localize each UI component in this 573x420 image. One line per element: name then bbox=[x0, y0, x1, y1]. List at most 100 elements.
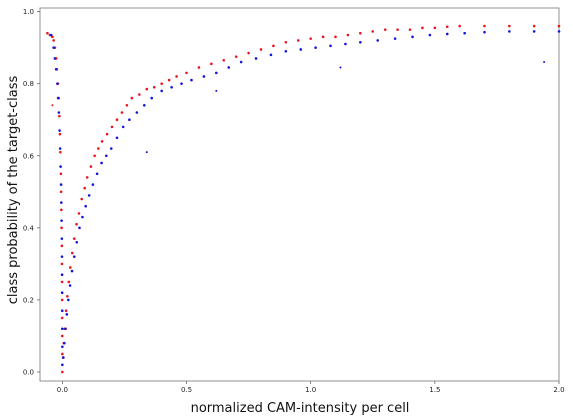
data-point bbox=[61, 370, 64, 374]
data-point bbox=[115, 136, 119, 140]
data-point bbox=[109, 147, 113, 150]
data-point bbox=[60, 226, 63, 230]
data-point bbox=[376, 39, 380, 42]
x-axis-label: normalized CAM-intensity per cell bbox=[191, 401, 410, 416]
data-point bbox=[72, 255, 76, 258]
data-point bbox=[69, 266, 72, 269]
data-point bbox=[299, 48, 303, 51]
data-point bbox=[247, 51, 250, 55]
x-tick-label: 2.0 bbox=[553, 386, 564, 394]
plot-frame bbox=[39, 7, 560, 382]
data-point bbox=[532, 30, 536, 33]
data-point bbox=[60, 298, 64, 302]
data-point bbox=[100, 161, 103, 165]
data-point bbox=[52, 46, 55, 49]
data-point bbox=[314, 46, 317, 49]
data-point bbox=[63, 341, 66, 345]
data-point bbox=[383, 28, 387, 31]
data-point bbox=[130, 96, 134, 100]
data-point bbox=[222, 58, 226, 62]
y-tick-label: 0.6 bbox=[23, 152, 35, 160]
data-point bbox=[110, 125, 114, 129]
data-point bbox=[68, 284, 72, 287]
data-point bbox=[121, 125, 125, 129]
data-point bbox=[180, 82, 183, 85]
data-point bbox=[334, 35, 337, 39]
x-tick-label: 0.5 bbox=[181, 386, 192, 394]
data-point bbox=[60, 334, 64, 338]
data-point bbox=[60, 291, 64, 295]
data-point bbox=[52, 39, 55, 42]
data-point bbox=[508, 24, 511, 28]
data-point bbox=[445, 25, 449, 29]
data-point bbox=[160, 89, 163, 93]
y-axis-ticks: 0.0 0.2 0.4 0.6 0.8 1.0 bbox=[23, 8, 40, 376]
x-tick-label: 1.0 bbox=[305, 386, 316, 394]
data-point bbox=[65, 313, 69, 316]
data-point bbox=[557, 30, 561, 33]
data-point bbox=[463, 31, 466, 35]
data-point bbox=[60, 262, 64, 266]
data-point bbox=[56, 82, 59, 85]
data-point bbox=[60, 208, 63, 212]
data-point bbox=[61, 327, 64, 331]
data-point bbox=[64, 327, 67, 331]
series-2 bbox=[49, 30, 561, 367]
data-point bbox=[125, 104, 129, 107]
data-point bbox=[85, 176, 89, 179]
y-tick-label: 0.2 bbox=[23, 296, 34, 304]
data-point bbox=[284, 49, 288, 53]
data-point bbox=[60, 255, 64, 258]
data-point bbox=[329, 44, 332, 48]
data-point bbox=[46, 31, 49, 35]
outlier-point bbox=[543, 61, 546, 64]
data-point bbox=[346, 33, 350, 37]
data-point bbox=[215, 71, 218, 75]
data-point bbox=[57, 111, 61, 114]
data-point bbox=[269, 53, 273, 57]
data-point bbox=[49, 33, 53, 37]
data-point bbox=[185, 71, 188, 75]
data-point bbox=[58, 129, 61, 132]
series-layer bbox=[46, 24, 561, 374]
data-point bbox=[197, 66, 201, 69]
data-point bbox=[284, 40, 288, 44]
data-point bbox=[428, 33, 432, 37]
data-point bbox=[61, 363, 64, 367]
data-point bbox=[175, 75, 178, 78]
data-point bbox=[309, 37, 312, 40]
outlier-point bbox=[145, 151, 148, 154]
data-point bbox=[59, 150, 62, 154]
data-point bbox=[67, 280, 71, 284]
data-point bbox=[93, 154, 96, 158]
data-point bbox=[60, 237, 64, 240]
x-tick-label: 1.5 bbox=[429, 386, 440, 394]
data-point bbox=[80, 197, 84, 201]
data-point bbox=[91, 183, 95, 186]
data-point bbox=[483, 30, 486, 34]
data-point bbox=[59, 165, 62, 168]
data-point bbox=[254, 57, 258, 60]
data-point bbox=[202, 75, 206, 78]
data-point bbox=[84, 204, 87, 208]
data-point bbox=[259, 48, 263, 51]
data-point bbox=[421, 26, 424, 30]
data-point bbox=[77, 212, 81, 215]
data-point bbox=[58, 147, 62, 150]
data-point bbox=[59, 172, 63, 176]
data-point bbox=[95, 172, 99, 176]
data-point bbox=[115, 118, 119, 122]
data-point bbox=[445, 32, 449, 36]
data-point bbox=[408, 28, 412, 31]
data-point bbox=[61, 345, 64, 349]
y-axis-label: class probability of the target-class bbox=[6, 76, 21, 305]
data-point bbox=[56, 96, 60, 100]
data-point bbox=[532, 24, 536, 28]
data-point bbox=[359, 31, 362, 35]
data-point bbox=[53, 57, 57, 60]
data-point bbox=[344, 42, 347, 46]
outlier-points bbox=[51, 61, 546, 154]
data-point bbox=[87, 194, 91, 197]
